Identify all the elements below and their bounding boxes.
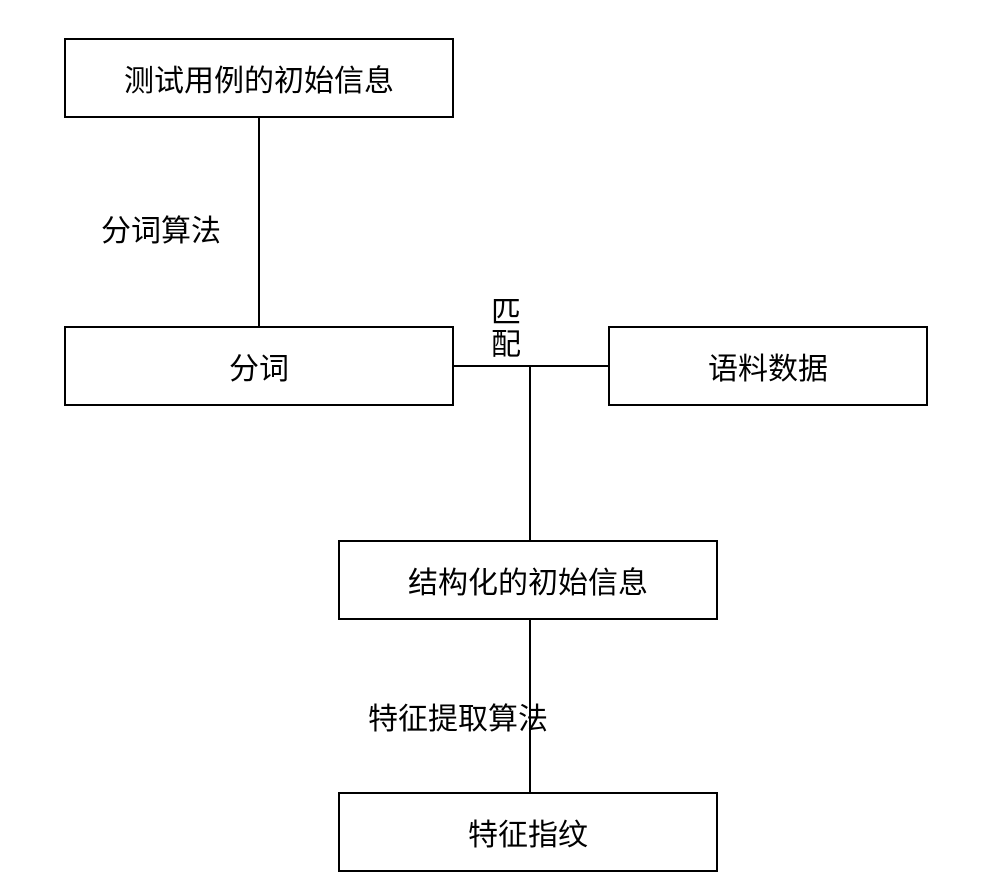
node-structured-info: 结构化的初始信息 xyxy=(338,540,718,620)
node-label: 语料数据 xyxy=(708,344,828,388)
node-feature-fingerprint: 特征指纹 xyxy=(338,792,718,872)
node-label: 测试用例的初始信息 xyxy=(124,56,394,100)
edge-line xyxy=(258,118,260,326)
node-segmentation: 分词 xyxy=(64,326,454,406)
edge-label-feature-extraction: 特征提取算法 xyxy=(368,694,548,738)
edge-line xyxy=(454,365,608,367)
edge-line xyxy=(529,365,531,540)
node-initial-info: 测试用例的初始信息 xyxy=(64,38,454,118)
node-corpus-data: 语料数据 xyxy=(608,326,928,406)
node-label: 结构化的初始信息 xyxy=(408,558,648,602)
node-label: 特征指纹 xyxy=(468,810,588,854)
edge-label-match: 匹配 xyxy=(480,296,524,360)
node-label: 分词 xyxy=(229,344,289,388)
edge-label-segmentation-algorithm: 分词算法 xyxy=(101,206,221,250)
